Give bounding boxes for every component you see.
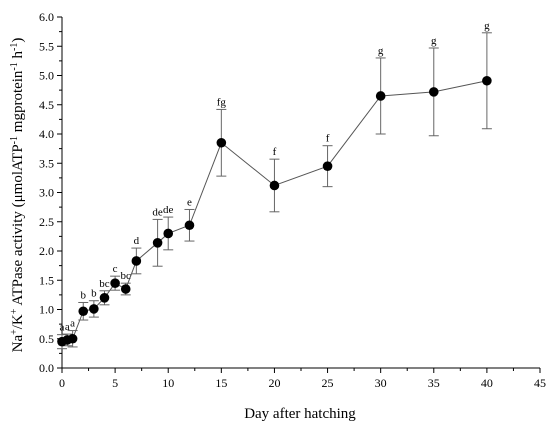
- data-point: [99, 293, 110, 303]
- y-axis-label: Na+/K+ ATPase activity (μmolATP-1 mgprot…: [9, 38, 27, 353]
- significance-label: d: [134, 235, 140, 247]
- x-tick-label: 30: [375, 376, 387, 390]
- data-point: [67, 333, 78, 344]
- significance-label: c: [113, 263, 118, 275]
- significance-label: f: [273, 146, 277, 158]
- y-tick-label: 1.5: [39, 273, 54, 287]
- data-point: [269, 180, 280, 191]
- significance-label: g: [431, 35, 437, 47]
- y-tick-label: 6.0: [39, 10, 54, 24]
- y-tick-label: 0.0: [39, 361, 54, 375]
- data-point: [131, 256, 142, 266]
- significance-label: a: [65, 321, 70, 333]
- data-point: [428, 87, 439, 97]
- y-tick-label: 2.0: [39, 244, 54, 258]
- significance-label: de: [152, 206, 163, 218]
- x-tick-label: 40: [481, 376, 493, 390]
- x-tick-label: 0: [59, 376, 65, 390]
- data-point: [110, 278, 120, 288]
- y-tick-label: 4.5: [39, 98, 54, 112]
- x-axis-label: Day after hatching: [244, 406, 356, 422]
- data-point: [482, 75, 492, 86]
- x-tick-label: 20: [268, 376, 280, 390]
- significance-label: e: [187, 196, 192, 208]
- significance-label: f: [326, 133, 330, 145]
- data-point: [152, 238, 163, 248]
- x-tick-label: 45: [534, 376, 546, 390]
- series-line: [61, 80, 487, 343]
- data-point: [78, 306, 89, 317]
- x-tick-label: 5: [112, 376, 118, 390]
- significance-label: bc: [99, 278, 110, 290]
- data-point: [89, 304, 99, 314]
- y-tick-label: 4.0: [39, 127, 54, 141]
- x-tick-label: 10: [162, 376, 174, 390]
- significance-label: fg: [217, 96, 227, 108]
- plot-area: 0 5 10 15 20 25 30 35 40 45 0.0 0.5 1.0 1.5 2.0 2.5 3.0 3…: [39, 10, 546, 390]
- data-point: [375, 91, 386, 101]
- significance-label: b: [91, 288, 97, 300]
- x-tick-label: 15: [215, 376, 227, 390]
- data-point: [184, 220, 195, 231]
- y-tick-label: 1.0: [39, 303, 54, 317]
- significance-label: a: [60, 322, 65, 334]
- significance-label: b: [80, 289, 86, 301]
- data-point: [163, 228, 174, 239]
- significance-label: g: [484, 20, 490, 32]
- y-tick-label: 0.5: [39, 332, 54, 346]
- significance-label: bc: [121, 270, 132, 282]
- significance-label: de: [163, 204, 174, 216]
- data-point: [322, 161, 333, 171]
- y-tick-label: 3.0: [39, 186, 54, 200]
- significance-label: g: [378, 45, 384, 57]
- x-tick-label: 35: [428, 376, 440, 390]
- significance-label: a: [70, 318, 75, 330]
- y-tick-label: 5.0: [39, 69, 54, 83]
- data-point: [120, 284, 131, 294]
- data-point: [216, 137, 227, 148]
- x-tick-label: 25: [322, 376, 334, 390]
- y-tick-label: 5.5: [39, 39, 54, 53]
- y-tick-label: 3.5: [39, 156, 54, 170]
- y-tick-label: 2.5: [39, 215, 54, 229]
